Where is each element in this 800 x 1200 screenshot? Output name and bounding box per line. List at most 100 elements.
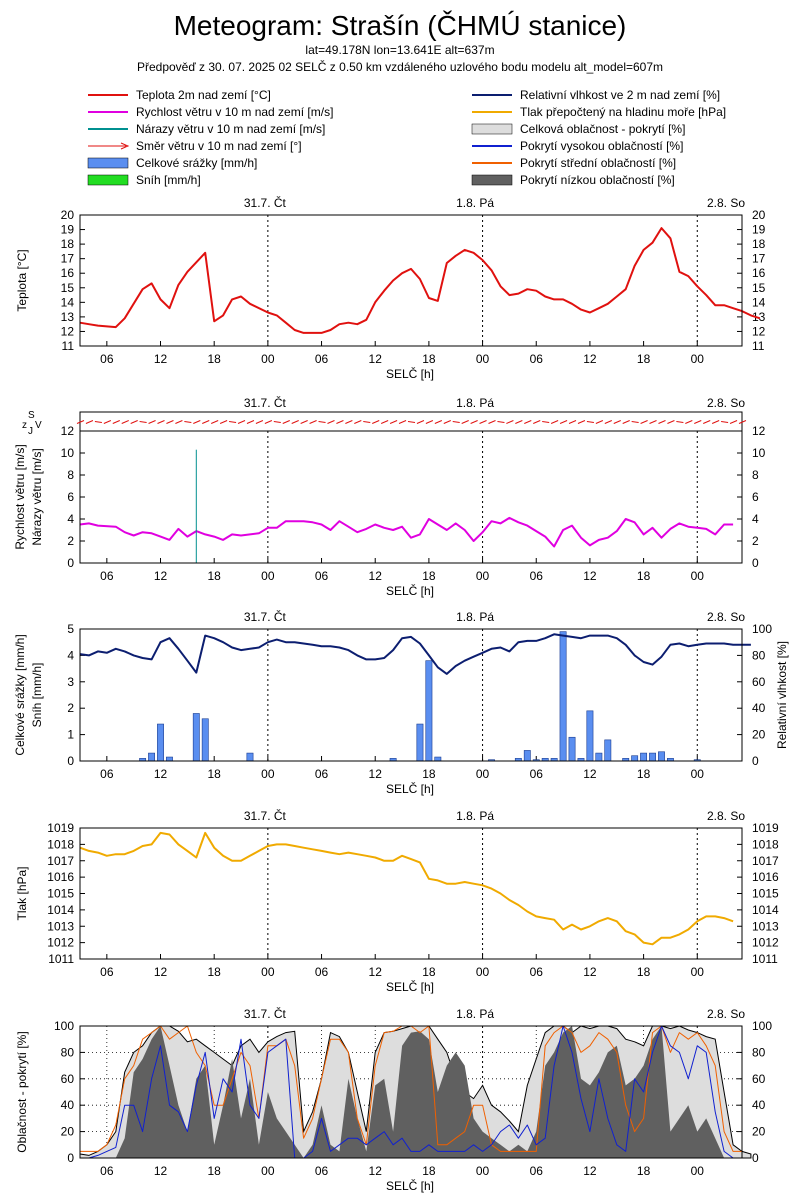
x-tick-label: 00 xyxy=(691,767,705,781)
day-label: 31.7. Čt xyxy=(244,195,287,210)
day-label: 1.8. Pá xyxy=(456,809,494,823)
y-tick-label: 20 xyxy=(61,1125,75,1139)
wind-direction-arrow xyxy=(336,420,344,424)
x-tick-label: 00 xyxy=(261,1164,275,1178)
x-tick-label: 12 xyxy=(583,1164,597,1178)
wind-direction-arrow xyxy=(139,421,147,423)
y2-tick-label: 80 xyxy=(752,648,766,662)
x-tick-label: 00 xyxy=(691,1164,705,1178)
wind-direction-arrow xyxy=(542,421,550,423)
wind-direction-arrow xyxy=(255,420,264,424)
precip-bar xyxy=(148,752,155,762)
wind-direction-arrow xyxy=(345,420,353,424)
chart-panel-1: 06 12 18 00 06 12 18 00 06 12 18 00 SELČ [h] 31.7. Čt… xyxy=(15,195,766,381)
cloud-area-low xyxy=(80,1026,734,1158)
x-axis-label: SELČ [h] xyxy=(386,583,434,598)
x-tick-label: 12 xyxy=(369,767,383,781)
wind-direction-arrow xyxy=(184,421,192,423)
wind-direction-arrow xyxy=(488,420,496,424)
x-tick-label: 06 xyxy=(100,767,114,781)
y2-tick-label: 40 xyxy=(752,701,766,715)
day-label: 31.7. Čt xyxy=(244,1006,287,1021)
y-tick-label-right: 1018 xyxy=(752,837,779,851)
y-axis-label-2: Sníh [mm/h] xyxy=(30,663,44,728)
wind-direction-arrow xyxy=(524,420,532,424)
legend-label: Celková oblačnost - pokrytí [%] xyxy=(520,122,685,136)
y-tick-label: 1018 xyxy=(47,837,74,851)
precip-bar xyxy=(631,755,639,762)
day-label: 2.8. So xyxy=(707,196,745,210)
day-label: 2.8. So xyxy=(707,396,745,410)
y2-tick-label: 60 xyxy=(752,675,766,689)
wind-direction-arrow xyxy=(372,420,380,424)
direction-label-n: S xyxy=(28,410,35,421)
y-tick-label-right: 11 xyxy=(752,339,765,353)
day-label: 31.7. Čt xyxy=(244,808,287,823)
wind-direction-arrow xyxy=(452,421,460,423)
x-tick-label: 00 xyxy=(691,569,705,583)
y-tick-label: 15 xyxy=(61,281,75,295)
wind-direction-arrow xyxy=(229,421,237,423)
chart-panel-4: 06 12 18 00 06 12 18 00 06 12 18 00 SELČ [h] 31.7. Čt… xyxy=(15,808,779,994)
wind-direction-arrow xyxy=(515,420,523,424)
plot-frame xyxy=(79,827,743,960)
x-axis-label: SELČ [h] xyxy=(386,1178,434,1193)
y-axis-label: Celkové srážky [mm/h] xyxy=(13,634,27,755)
wind-direction-arrow xyxy=(550,420,559,424)
precip-bar xyxy=(586,710,594,762)
wind-direction-arrow xyxy=(694,420,702,424)
x-tick-label: 06 xyxy=(315,352,329,366)
wind-direction-arrow xyxy=(300,420,308,424)
y-tick-label: 5 xyxy=(67,622,74,636)
day-label: 2.8. So xyxy=(707,1007,745,1021)
y-tick-label: 19 xyxy=(61,223,75,237)
x-tick-label: 06 xyxy=(530,1164,544,1178)
page-title: Meteogram: Strašín (ČHMÚ stanice) xyxy=(173,10,627,41)
wind-direction-arrow xyxy=(407,421,416,423)
y-tick-label-right: 1014 xyxy=(752,903,779,917)
precip-bar xyxy=(568,736,576,762)
x-tick-label: 12 xyxy=(154,1164,168,1178)
precip-bar xyxy=(201,718,209,762)
y-tick-label: 12 xyxy=(61,324,75,338)
y-tick-label-right: 18 xyxy=(752,237,766,251)
x-tick-label: 18 xyxy=(637,352,651,366)
wind-direction-arrow xyxy=(112,420,120,424)
day-label: 2.8. So xyxy=(707,610,745,624)
x-tick-label: 06 xyxy=(100,1164,114,1178)
series-line xyxy=(80,1025,734,1159)
x-tick-label: 18 xyxy=(637,569,651,583)
x-tick-label: 18 xyxy=(422,767,436,781)
y-tick-label: 1012 xyxy=(47,936,74,950)
precip-bar xyxy=(166,756,173,762)
y-tick-label-right: 12 xyxy=(752,324,766,338)
x-tick-label: 06 xyxy=(315,569,329,583)
x-tick-label: 18 xyxy=(208,352,222,366)
y-tick-label: 20 xyxy=(61,208,75,222)
y-tick-label-right: 20 xyxy=(752,1125,766,1139)
y-tick-label: 1019 xyxy=(47,821,74,835)
wind-direction-arrow xyxy=(604,420,613,424)
wind-direction-arrow xyxy=(470,420,478,424)
wind-direction-arrow xyxy=(613,420,621,424)
y-tick-label: 1013 xyxy=(47,919,74,933)
y-axis-label: Rychlost větru [m/s] xyxy=(13,444,27,549)
series-line xyxy=(80,1025,742,1152)
x-tick-label: 12 xyxy=(583,767,597,781)
wind-direction-arrow xyxy=(309,420,317,424)
x-tick-label: 18 xyxy=(208,569,222,583)
y-tick-label: 10 xyxy=(61,446,75,460)
wind-direction-arrow xyxy=(676,421,684,423)
series-line xyxy=(79,831,734,946)
legend-label: Tlak přepočtený na hladinu moře [hPa] xyxy=(520,105,726,119)
y-tick-label: 18 xyxy=(61,237,75,251)
wind-direction-arrow xyxy=(389,420,398,424)
precip-bar xyxy=(192,713,200,762)
wind-direction-arrow xyxy=(443,420,451,424)
precip-bar xyxy=(434,756,442,762)
legend-label: Relativní vlhkost ve 2 m nad zemí [%] xyxy=(520,88,720,102)
precip-bar xyxy=(523,750,531,762)
precip-bar xyxy=(649,752,656,762)
wind-direction-arrow xyxy=(685,420,693,424)
